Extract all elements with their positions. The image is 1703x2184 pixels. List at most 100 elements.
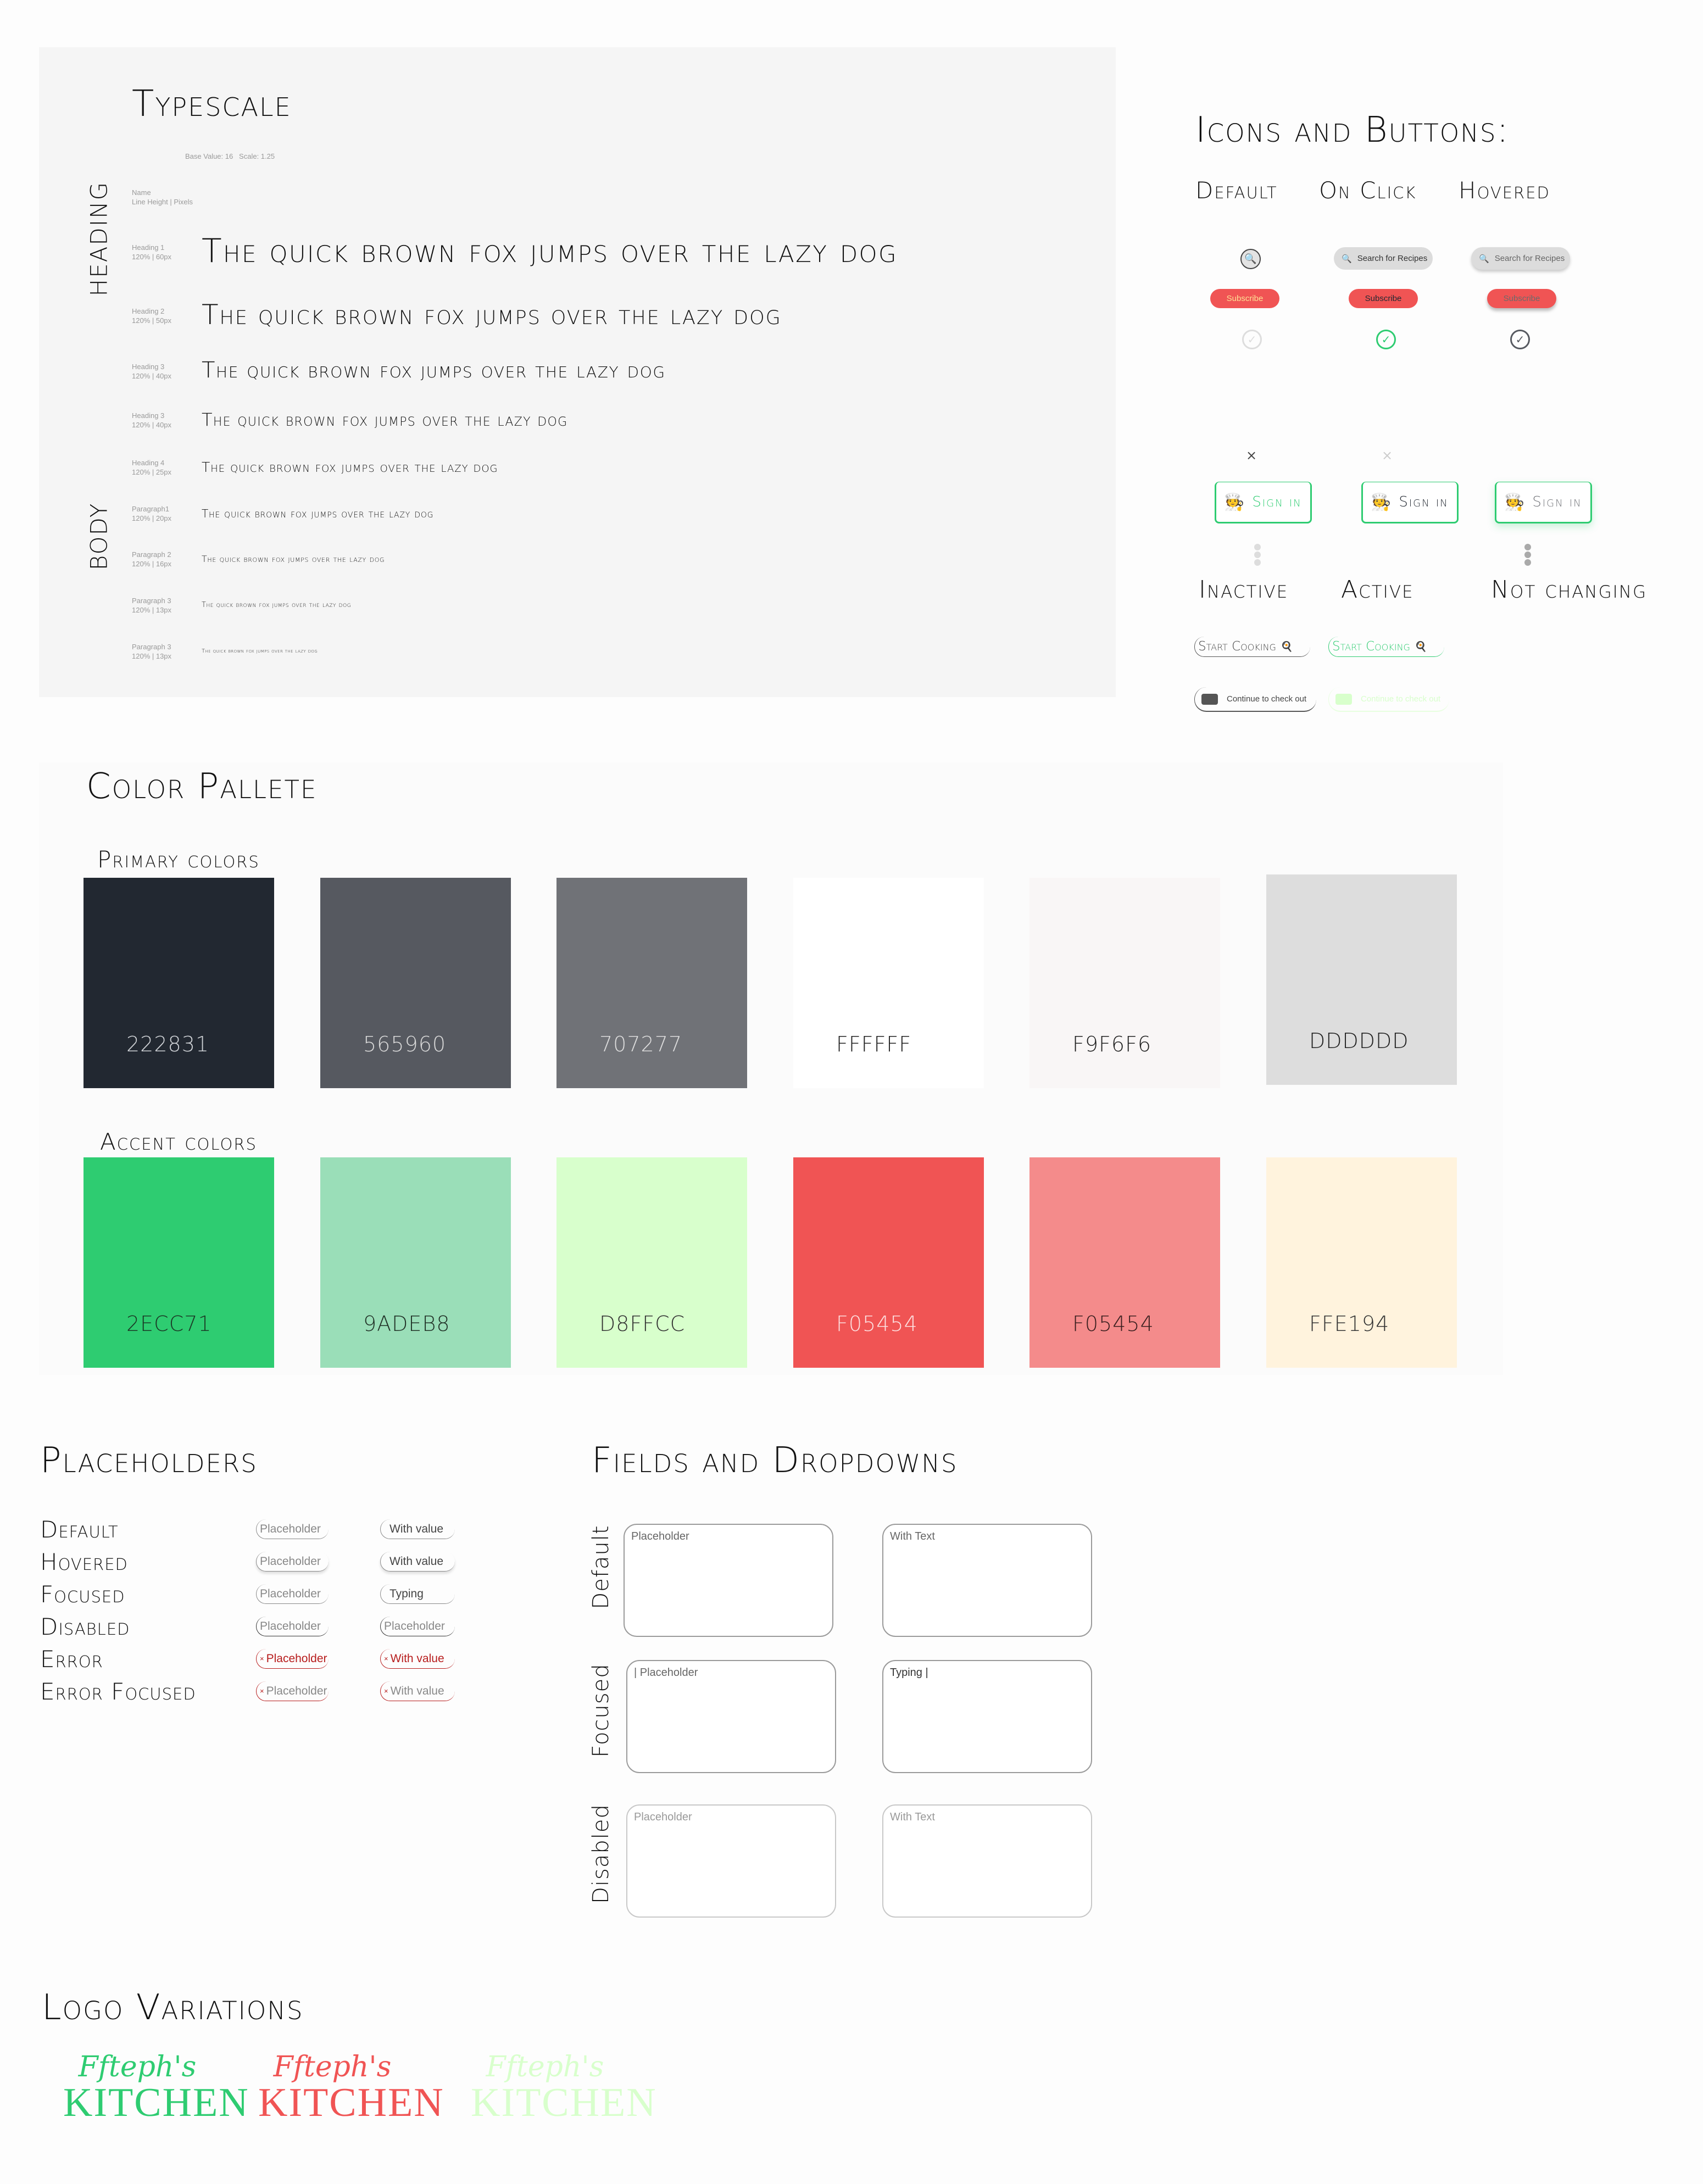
placeholder-field-left[interactable]: Placeholder <box>256 1552 329 1572</box>
placeholder-field-left[interactable]: × Placeholder <box>256 1649 329 1669</box>
placeholder-state-label: Default <box>40 1516 119 1543</box>
typescale-base-info: Base Value: 16 Scale: 1.25 <box>185 152 275 160</box>
type-row-name: Heading 3 <box>132 363 165 371</box>
subscribe-button-hovered[interactable]: Subscribe <box>1487 289 1556 308</box>
fields-title: Fields and Dropdowns <box>592 1440 958 1481</box>
text-area-text: Placeholder <box>631 1530 689 1542</box>
text-area-text: Placeholder <box>634 1811 692 1823</box>
placeholder-state-label: Focused <box>40 1581 125 1608</box>
start-cooking-button-inactive[interactable]: Start Cooking 🍳 <box>1194 637 1310 657</box>
type-row-name: Paragraph1 <box>132 505 169 513</box>
start-cooking-label: Start Cooking <box>1198 639 1276 654</box>
swatch-hex: 2ECC71 <box>126 1312 212 1336</box>
type-row-name: Heading 1 <box>132 243 165 252</box>
placeholder-field-text: Typing <box>389 1587 424 1600</box>
credit-card-icon <box>1335 693 1352 705</box>
logo-script-text: Ffteph's <box>78 2051 197 2083</box>
type-row-name: Heading 2 <box>132 307 165 315</box>
sign-in-button-hovered[interactable]: 🧑‍🍳 Sign in <box>1495 482 1592 523</box>
subscribe-button-on-click[interactable]: Subscribe <box>1349 289 1418 308</box>
placeholders-title: Placeholders <box>40 1440 258 1481</box>
swatch-hex: DDDDDD <box>1309 1029 1409 1053</box>
type-row-name: Paragraph 2 <box>132 550 171 559</box>
search-label: Search for Recipes <box>1494 254 1565 263</box>
text-area-with-text[interactable]: With Text <box>882 1524 1092 1637</box>
error-x-icon: × <box>384 1654 388 1663</box>
placeholder-field-text: With value <box>390 1684 444 1697</box>
subscribe-button-default[interactable]: Subscribe <box>1210 289 1279 308</box>
check-icon-on-click[interactable]: ✓ <box>1376 330 1396 349</box>
swatch-primary: 222831 <box>84 878 274 1088</box>
placeholder-field-text: Placeholder <box>260 1619 321 1633</box>
text-area-placeholder[interactable]: Placeholder <box>626 1804 836 1918</box>
type-row-meta: 120% | 60px <box>132 253 172 261</box>
checkout-button-active[interactable]: Continue to check out <box>1328 687 1449 712</box>
swatch-hex: F9F6F6 <box>1072 1032 1152 1056</box>
placeholder-field-right[interactable]: With value <box>380 1519 455 1539</box>
logo-variation: Ffteph's KITCHEN <box>63 2051 248 2123</box>
checkout-button-inactive[interactable]: Continue to check out <box>1194 687 1316 712</box>
search-icon: 🔍 <box>1342 254 1352 264</box>
sign-in-button-default[interactable]: 🧑‍🍳 Sign in <box>1215 482 1312 523</box>
search-button-on-click[interactable]: 🔍 Search for Recipes <box>1334 247 1433 270</box>
text-area-placeholder[interactable]: | Placeholder <box>626 1660 836 1773</box>
placeholder-field-text: Placeholder <box>260 1522 321 1535</box>
placeholder-state-label: Disabled <box>40 1613 130 1640</box>
more-vertical-icon[interactable] <box>1254 544 1261 566</box>
placeholder-field-text: With value <box>390 1652 444 1665</box>
type-row-meta: 120% | 13px <box>132 652 172 660</box>
field-state-label: Focused <box>588 1663 614 1758</box>
swatch-accent: F05454 <box>793 1157 984 1368</box>
swatch-hex: F05454 <box>1072 1312 1154 1336</box>
search-icon: 🔍 <box>1244 253 1257 265</box>
placeholder-field-text: Placeholder <box>384 1619 445 1633</box>
swatch-hex: FFE194 <box>1309 1312 1390 1336</box>
typescale-panel <box>39 47 1116 697</box>
check-icon-default[interactable]: ✓ <box>1242 330 1262 349</box>
placeholder-field-left[interactable]: × Placeholder <box>256 1681 329 1701</box>
text-area-placeholder[interactable]: Placeholder <box>624 1524 833 1637</box>
text-area-with-text[interactable]: With Text <box>882 1804 1092 1918</box>
typescale-legend-meta: Line Height | Pixels <box>132 198 193 206</box>
more-vertical-icon-hovered[interactable] <box>1524 544 1531 566</box>
type-row-name: Heading 4 <box>132 459 165 467</box>
logo-variation: Ffteph's KITCHEN <box>471 2052 656 2123</box>
placeholder-field-text: Placeholder <box>266 1652 327 1665</box>
search-button-default[interactable]: 🔍 <box>1240 249 1261 269</box>
placeholder-field-right[interactable]: Placeholder <box>380 1617 455 1636</box>
sign-in-label: Sign in <box>1252 494 1302 510</box>
swatch-primary: DDDDDD <box>1266 874 1457 1085</box>
text-area-text: With Text <box>890 1530 935 1542</box>
placeholder-field-left[interactable]: Placeholder <box>256 1617 329 1636</box>
type-sample: The quick brown fox jumps over the lazy … <box>202 554 385 565</box>
swatch-accent: F05454 <box>1029 1157 1220 1368</box>
chef-icon: 🧑‍🍳 <box>1504 492 1525 512</box>
text-area-with-text[interactable]: Typing | <box>882 1660 1092 1773</box>
frying-pan-icon: 🍳 <box>1414 640 1427 653</box>
sign-in-button-on-click[interactable]: 🧑‍🍳 Sign in <box>1361 482 1459 523</box>
placeholder-field-right[interactable]: Typing <box>380 1584 455 1604</box>
error-x-icon: × <box>260 1654 264 1663</box>
search-button-hovered[interactable]: 🔍 Search for Recipes <box>1471 247 1570 270</box>
close-icon-active[interactable]: × <box>1382 448 1393 463</box>
start-cooking-button-active[interactable]: Start Cooking 🍳 <box>1328 637 1444 657</box>
type-row-name: Paragraph 3 <box>132 597 171 605</box>
placeholder-field-right[interactable]: × With value <box>380 1649 455 1669</box>
close-icon[interactable]: × <box>1246 448 1257 463</box>
col-default: Default <box>1195 177 1278 204</box>
frying-pan-icon: 🍳 <box>1280 640 1293 653</box>
swatch-accent: 2ECC71 <box>84 1157 274 1368</box>
state-active-label: Active <box>1341 576 1414 604</box>
swatch-hex: 222831 <box>126 1032 210 1056</box>
text-area-text: Typing | <box>890 1667 928 1679</box>
error-x-icon: × <box>384 1687 388 1695</box>
primary-colors-title: Primary colors <box>97 846 260 873</box>
swatch-accent: 9ADEB8 <box>320 1157 511 1368</box>
placeholder-field-left[interactable]: Placeholder <box>256 1584 329 1604</box>
placeholder-field-left[interactable]: Placeholder <box>256 1519 329 1539</box>
placeholder-field-right[interactable]: × With value <box>380 1681 455 1701</box>
placeholder-field-right[interactable]: With value <box>380 1552 455 1572</box>
check-icon-hovered[interactable]: ✓ <box>1510 330 1530 349</box>
type-sample: The quick brown fox jumps over the lazy … <box>202 648 318 654</box>
checkout-label: Continue to check out <box>1361 694 1441 704</box>
